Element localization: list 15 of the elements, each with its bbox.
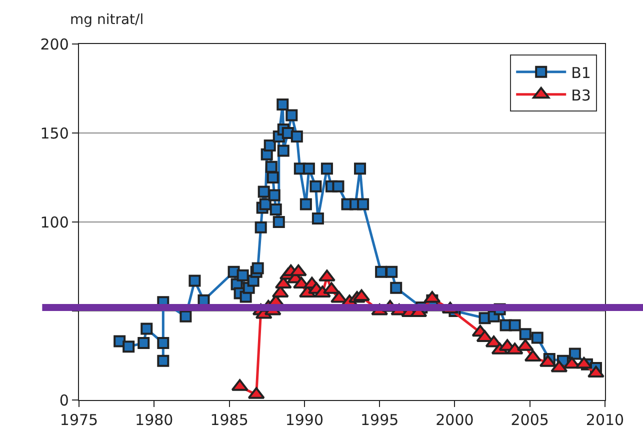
x-tick-label: 1975: [60, 411, 98, 430]
y-tick-label: 150: [40, 124, 69, 142]
x-tick-label: 1985: [210, 411, 248, 430]
x-tick-label: 2010: [586, 411, 624, 430]
x-tick-label: 2005: [510, 411, 549, 430]
legend-label: B3: [571, 86, 591, 104]
legend-label: B1: [571, 64, 591, 82]
y-axis-title: mg nitrat/l: [70, 12, 144, 28]
x-tick-label: 1980: [135, 411, 174, 430]
x-tick-label: 1990: [285, 411, 324, 430]
y-tick-label: 100: [40, 213, 69, 232]
x-tick-label: 2000: [436, 411, 474, 430]
x-tick-label: 1995: [360, 411, 399, 430]
y-tick-label: 0: [59, 391, 69, 410]
y-tick-label: 200: [40, 35, 69, 54]
